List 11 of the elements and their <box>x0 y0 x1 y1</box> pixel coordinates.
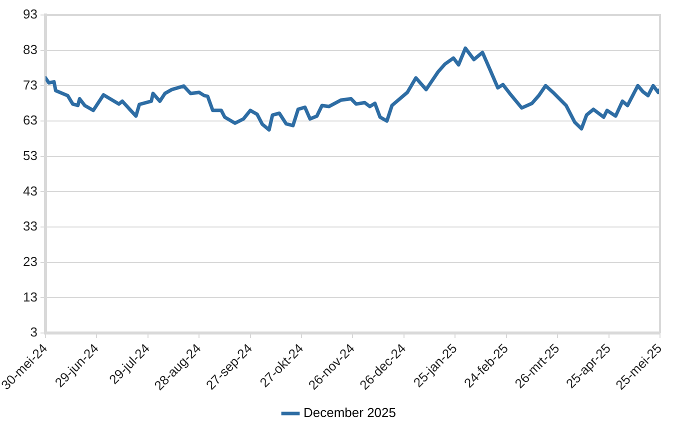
y-tick-label: 23 <box>22 254 38 269</box>
y-tick-label: 83 <box>22 42 38 57</box>
legend-label: December 2025 <box>304 405 396 420</box>
y-tick-label: 53 <box>22 148 38 163</box>
y-tick-label: 93 <box>22 6 38 22</box>
y-tick-label: 13 <box>22 289 38 304</box>
y-tick-label: 33 <box>22 218 38 234</box>
y-tick-label: 43 <box>22 183 38 198</box>
y-tick-label: 3 <box>30 324 38 340</box>
y-tick-label: 63 <box>22 112 38 128</box>
y-tick-label: 73 <box>22 77 38 92</box>
